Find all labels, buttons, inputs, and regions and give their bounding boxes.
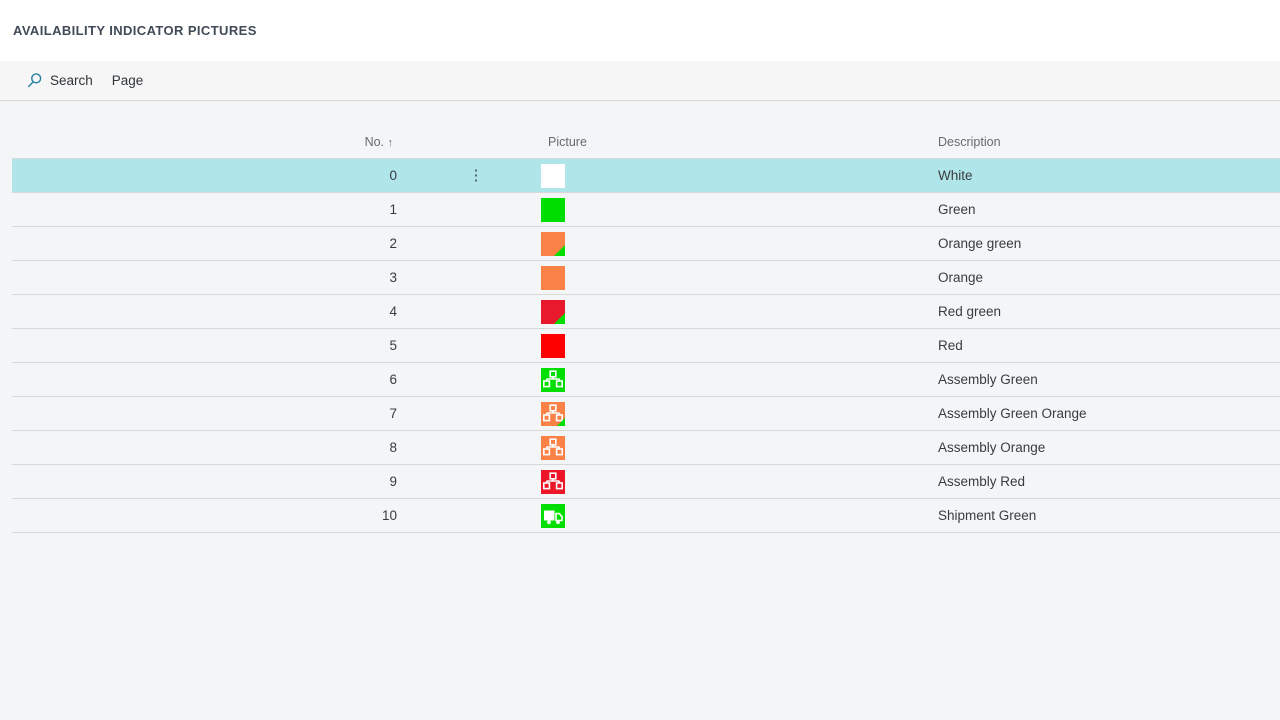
- corner-triangle: [554, 312, 565, 324]
- page-menu-button[interactable]: Page: [112, 73, 144, 88]
- cell-row-menu: ⋮: [397, 168, 541, 183]
- cell-description: Assembly Orange: [938, 440, 1046, 455]
- row-menu-button[interactable]: ⋮: [468, 167, 484, 184]
- page-title: AVAILABILITY INDICATOR PICTURES: [13, 23, 257, 38]
- cell-picture: [541, 401, 938, 426]
- cell-no: 9: [389, 474, 397, 489]
- cell-picture: [541, 299, 938, 324]
- sort-ascending-icon: ↑: [387, 137, 394, 149]
- list-page: No. ↑ Picture Description 0 ⋮ White 1 Gr…: [0, 101, 1280, 720]
- column-header-no[interactable]: No. ↑: [12, 135, 397, 149]
- picture-swatch-solid: [541, 265, 565, 290]
- truck-icon: [544, 510, 563, 524]
- table-row[interactable]: 3 Orange: [12, 261, 1280, 295]
- cell-no: 3: [389, 270, 397, 285]
- cell-no: 4: [389, 304, 397, 319]
- picture-swatch-solid: [541, 299, 565, 324]
- picture-swatch-solid: [541, 231, 565, 256]
- cell-picture: [541, 197, 938, 222]
- assembly-icon: [542, 437, 564, 455]
- cell-picture: [541, 265, 938, 290]
- table-row[interactable]: 1 Green: [12, 193, 1280, 227]
- table-header-row: No. ↑ Picture Description: [12, 101, 1280, 158]
- search-icon: [26, 72, 43, 89]
- cell-no: 10: [381, 508, 397, 523]
- picture-swatch-solid: [541, 333, 565, 358]
- page-menu-label: Page: [111, 73, 144, 88]
- cell-picture: [541, 503, 938, 528]
- page-header: AVAILABILITY INDICATOR PICTURES: [0, 0, 1280, 61]
- cell-description: Shipment Green: [938, 508, 1037, 523]
- cell-picture: [541, 435, 938, 460]
- table-row[interactable]: 6 Assembly Green: [12, 363, 1280, 397]
- corner-triangle: [557, 417, 565, 426]
- picture-swatch-assembly: [541, 401, 565, 426]
- picture-swatch-assembly: [541, 469, 565, 494]
- cell-description: White: [938, 168, 973, 183]
- cell-picture: [541, 163, 938, 188]
- column-header-description[interactable]: Description: [938, 135, 1001, 149]
- picture-swatch-truck: [541, 503, 565, 528]
- picture-swatch-assembly: [541, 367, 565, 392]
- column-header-no-label: No.: [364, 135, 385, 149]
- picture-swatch-solid: [541, 163, 565, 188]
- cell-no: 8: [389, 440, 397, 455]
- cell-no: 7: [389, 406, 397, 421]
- cell-description: Orange: [938, 270, 984, 285]
- table-row[interactable]: 2 Orange green: [12, 227, 1280, 261]
- cell-picture: [541, 367, 938, 392]
- table-row[interactable]: 9 Assembly Red: [12, 465, 1280, 499]
- assembly-icon: [542, 471, 564, 489]
- cell-picture: [541, 469, 938, 494]
- cell-description: Assembly Red: [938, 474, 1026, 489]
- assembly-icon: [542, 369, 564, 387]
- column-header-picture[interactable]: Picture: [548, 135, 587, 149]
- picture-swatch-assembly: [541, 435, 565, 460]
- cell-description: Green: [938, 202, 976, 217]
- cell-description: Red green: [938, 304, 1002, 319]
- table-row[interactable]: 4 Red green: [12, 295, 1280, 329]
- table-row[interactable]: 0 ⋮ White: [12, 159, 1280, 193]
- cell-picture: [541, 231, 938, 256]
- cell-description: Assembly Green Orange: [938, 406, 1087, 421]
- cell-picture: [541, 333, 938, 358]
- cell-description: Assembly Green: [938, 372, 1038, 387]
- action-bar: Search Page: [0, 61, 1280, 101]
- search-label: Search: [50, 73, 93, 88]
- corner-triangle: [554, 244, 565, 256]
- table-body: 0 ⋮ White 1 Green 2 Orange green 3 Orang…: [12, 158, 1280, 533]
- cell-no: 1: [389, 202, 397, 217]
- cell-no: 5: [389, 338, 397, 353]
- cell-no: 2: [389, 236, 397, 251]
- table-row[interactable]: 10 Shipment Green: [12, 499, 1280, 533]
- table-row[interactable]: 5 Red: [12, 329, 1280, 363]
- cell-no: 6: [389, 372, 397, 387]
- search-button[interactable]: Search: [26, 72, 93, 89]
- cell-description: Red: [938, 338, 963, 353]
- cell-description: Orange green: [938, 236, 1022, 251]
- cell-no: 0: [389, 168, 397, 183]
- table-row[interactable]: 8 Assembly Orange: [12, 431, 1280, 465]
- picture-swatch-solid: [541, 197, 565, 222]
- table-row[interactable]: 7 Assembly Green Orange: [12, 397, 1280, 431]
